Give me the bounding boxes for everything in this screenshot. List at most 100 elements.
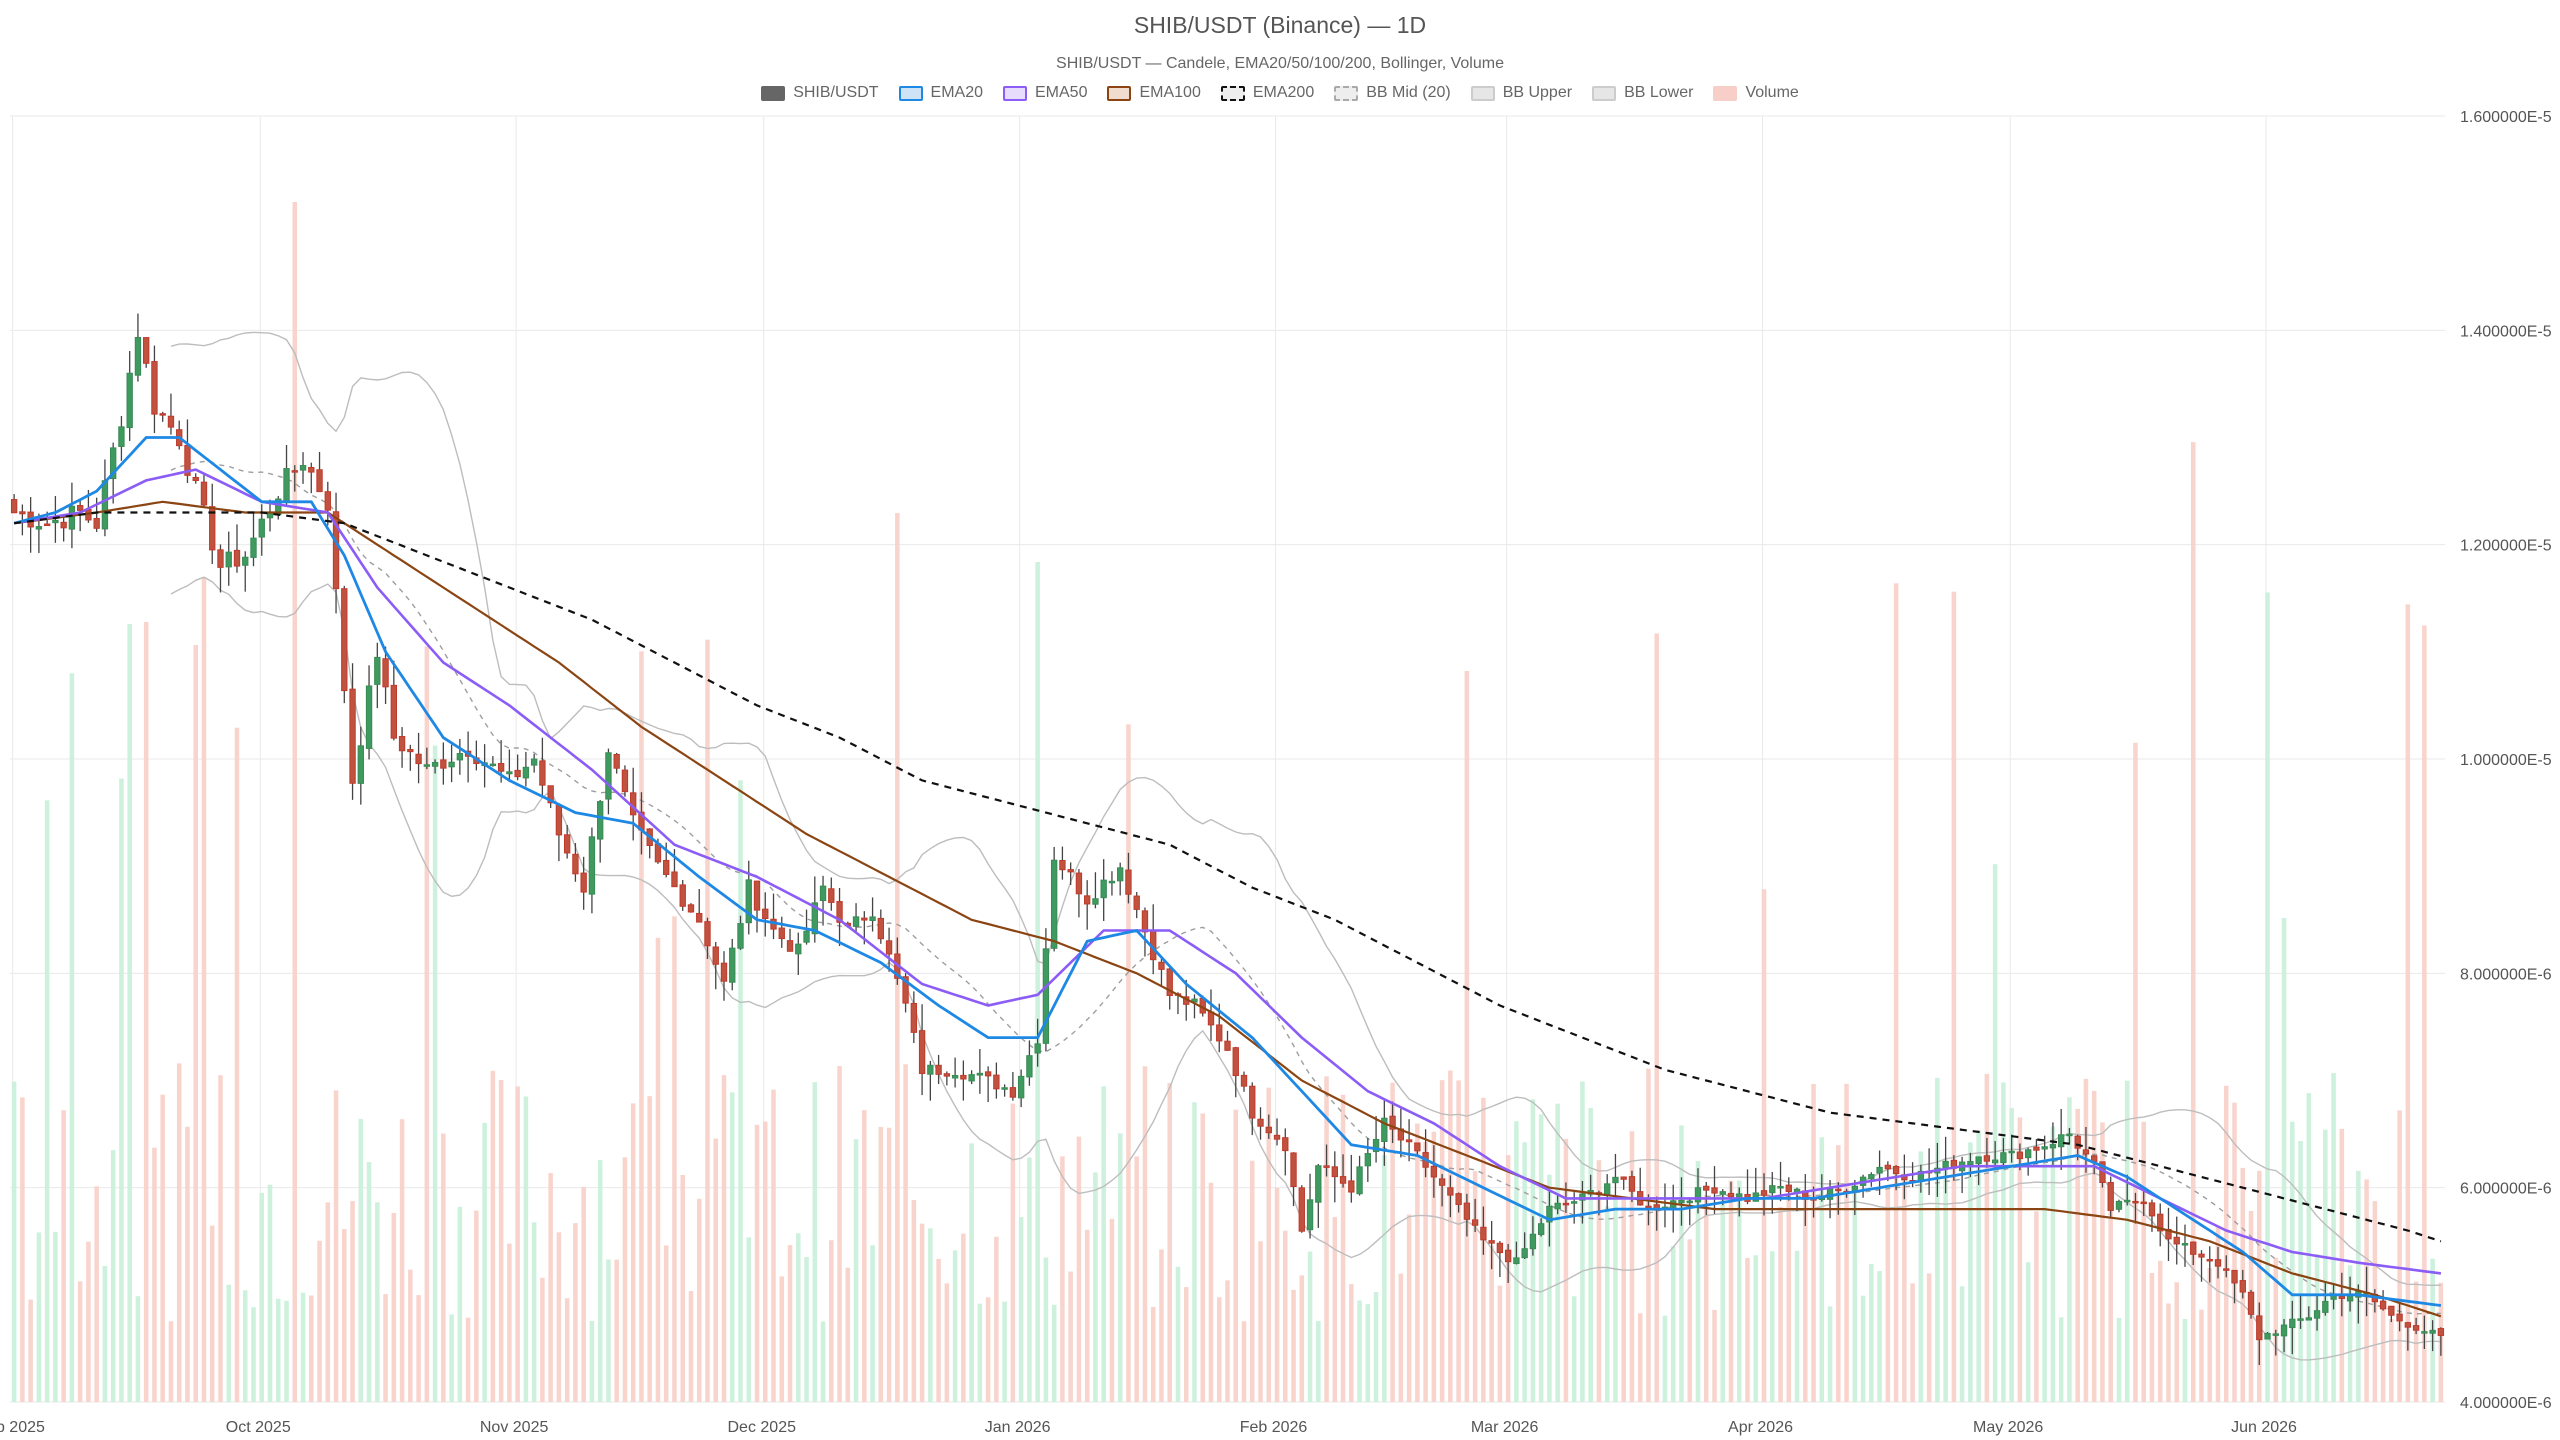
y-tick-label: 4.000000E-6	[2460, 1395, 2552, 1412]
volume-bar	[928, 1228, 933, 1402]
candle-body	[1430, 1165, 1438, 1178]
candle-body	[984, 1071, 992, 1077]
candle-body	[1686, 1200, 1693, 1204]
candle-body	[1034, 1043, 1041, 1054]
volume-bar	[2017, 1117, 2023, 1402]
volume-bar	[201, 578, 207, 1402]
volume-bar	[870, 1245, 875, 1402]
volume-bar	[2182, 1318, 2188, 1402]
candle-body	[390, 684, 398, 739]
volume-bar	[325, 1202, 331, 1402]
legend-item[interactable]: BB Lower	[1592, 84, 1693, 102]
volume-bar	[2223, 1085, 2229, 1402]
volume-bar	[2042, 1164, 2047, 1402]
candle-body	[1711, 1187, 1718, 1194]
volume-bar	[2149, 1273, 2155, 1402]
volume-bar	[2339, 1128, 2345, 1402]
candle-body	[2338, 1296, 2346, 1299]
candle-body	[877, 917, 885, 940]
candle-body	[283, 468, 290, 502]
y-tick-label: 1.400000E-5	[2460, 323, 2552, 340]
volume-bar	[812, 1082, 818, 1402]
volume-bar	[680, 1174, 685, 1402]
candle-body	[1117, 867, 1124, 882]
candle-body	[1620, 1176, 1627, 1180]
candle-body	[572, 853, 579, 875]
volume-bar	[729, 1092, 735, 1402]
volume-bar	[1646, 1068, 1651, 1402]
candle-body	[1158, 961, 1165, 970]
candle-body	[101, 480, 109, 530]
chart-legend: SHIB/USDT EMA20 EMA50 EMA100 EMA200 BB Mid (2…	[0, 84, 2560, 102]
legend-item[interactable]: Volume	[1713, 84, 1799, 102]
volume-bar	[1695, 1160, 1701, 1402]
volume-bar	[2116, 1317, 2122, 1402]
candle-body	[357, 745, 364, 784]
volume-bar	[597, 1160, 603, 1402]
volume-bar	[53, 1231, 58, 1402]
candle-body	[1835, 1188, 1842, 1192]
candle-body	[440, 759, 447, 769]
volume-bar	[1860, 1295, 1866, 1402]
y-tick-label: 8.000000E-6	[2460, 966, 2552, 983]
candle-body	[1612, 1176, 1619, 1184]
volume-bar	[1126, 724, 1131, 1402]
volume-bar	[886, 1127, 892, 1402]
candle-body	[2429, 1329, 2436, 1334]
candle-body	[588, 836, 596, 895]
volume-bar	[1316, 1321, 1321, 1402]
volume-bar	[457, 1206, 463, 1402]
legend-item[interactable]: BB Upper	[1470, 84, 1572, 102]
candle-body	[2289, 1318, 2296, 1329]
volume-bar	[1398, 1273, 1404, 1402]
legend-item[interactable]: BB Mid (20)	[1334, 84, 1451, 102]
volume-bar	[1786, 1198, 1792, 1402]
legend-item[interactable]: EMA20	[898, 84, 983, 102]
candle-body	[514, 769, 521, 778]
volume-bar	[2215, 1226, 2221, 1402]
volume-bar	[86, 1241, 91, 1402]
candle-body	[1694, 1187, 1702, 1203]
volume-bar	[1943, 1158, 1948, 1402]
volume-bar	[1274, 1187, 1280, 1402]
volume-bar	[1885, 1188, 1891, 1402]
candle-body	[1282, 1137, 1289, 1152]
candle-body	[1488, 1240, 1495, 1244]
candle-body	[1133, 895, 1140, 910]
candle-body	[687, 904, 695, 913]
volume-bar	[408, 1269, 413, 1402]
volume-bar	[936, 1258, 941, 1402]
candle-body	[803, 930, 810, 943]
candle-body	[1100, 879, 1107, 899]
legend-item[interactable]: EMA100	[1107, 84, 1201, 102]
volume-bar	[2083, 1078, 2089, 1402]
candle-body	[2066, 1133, 2073, 1137]
volume-bar	[952, 1250, 958, 1402]
candle-body	[1447, 1187, 1454, 1196]
candle-body	[1892, 1166, 1900, 1175]
candle-body	[291, 470, 298, 473]
candle-body	[1141, 910, 1149, 933]
volume-bar	[2157, 1260, 2163, 1402]
candle-body	[2000, 1152, 2007, 1164]
candle-body	[60, 521, 67, 529]
volume-bar	[2025, 1262, 2031, 1402]
volume-bar	[2091, 1090, 2097, 1402]
candle-body	[209, 506, 216, 551]
volume-bar	[2298, 1141, 2303, 1402]
volume-bar	[961, 1233, 966, 1402]
legend-item[interactable]: EMA200	[1220, 84, 1314, 102]
candle-body	[382, 658, 389, 688]
candle-body	[2239, 1280, 2246, 1293]
volume-bar	[515, 1086, 520, 1402]
candle-body	[109, 447, 117, 480]
legend-item[interactable]: SHIB/USDT	[761, 84, 879, 102]
legend-item[interactable]: EMA50	[1003, 84, 1087, 102]
volume-bar	[1084, 1229, 1090, 1402]
volume-bar	[1010, 1103, 1016, 1402]
volume-bar	[2257, 1170, 2262, 1402]
volume-bar	[540, 1277, 545, 1402]
volume-bar	[317, 1240, 322, 1402]
candle-body	[2157, 1213, 2164, 1232]
candle-body	[2272, 1333, 2279, 1336]
